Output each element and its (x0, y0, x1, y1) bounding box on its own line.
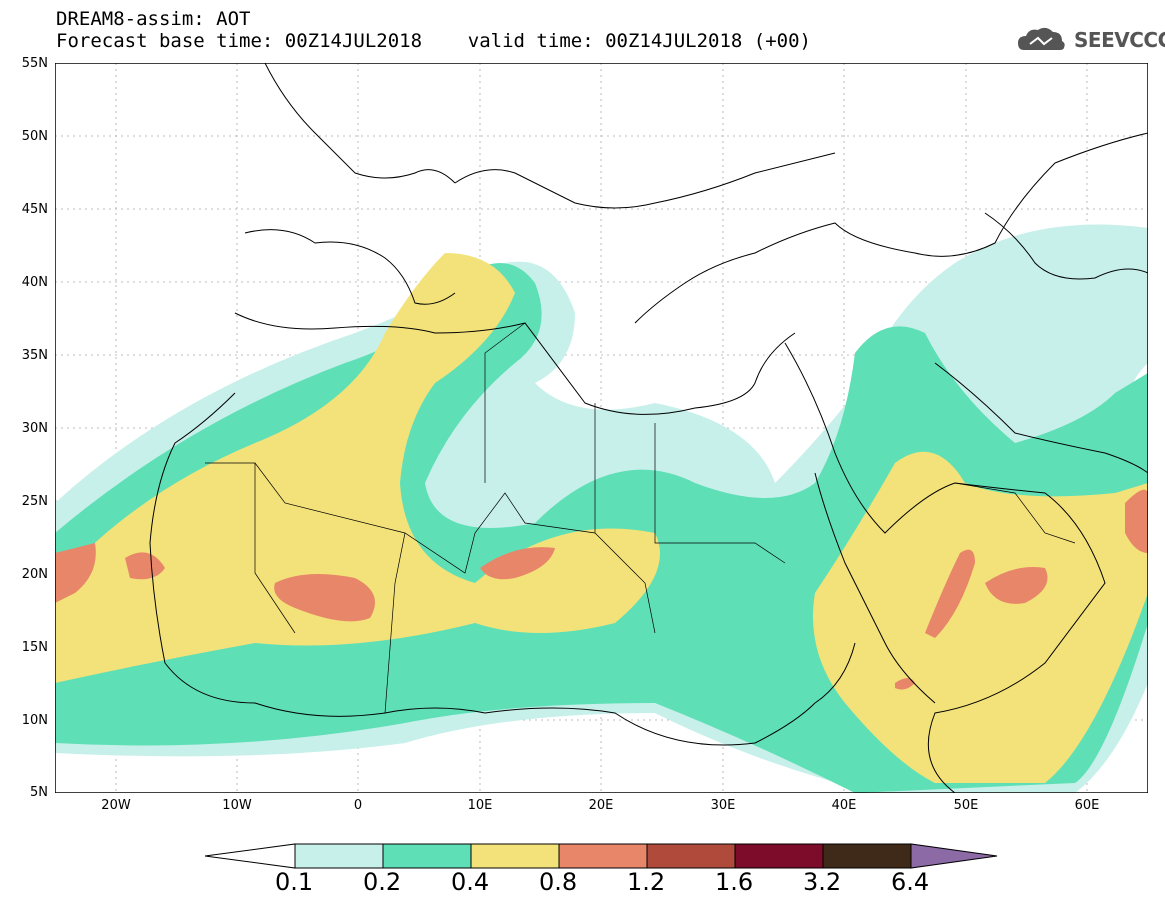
lon-label: 60E (1074, 798, 1100, 813)
colorbar-label: 0.1 (275, 868, 314, 896)
coastlines (149, 63, 1148, 793)
lon-label: 40E (831, 798, 857, 813)
colorbar-label: 1.6 (715, 868, 754, 896)
lat-label: 30N (21, 421, 48, 436)
lat-label: 45N (21, 202, 48, 217)
lon-label: 50E (953, 798, 979, 813)
colorbar-swatch (382, 843, 472, 869)
colorbar-label: 1.2 (627, 868, 666, 896)
borders (205, 322, 1076, 714)
lat-label: 35N (21, 348, 48, 363)
lon-label: 20W (101, 798, 131, 813)
colorbar-label: 3.2 (803, 868, 842, 896)
colorbar-swatch (294, 843, 384, 869)
lat-label: 10N (21, 713, 48, 728)
colorbar-swatch (646, 843, 736, 869)
colorbar-label: 0.8 (539, 868, 578, 896)
colorbar-max-arrow (910, 843, 998, 869)
aot-map (55, 63, 1148, 793)
lon-label: 20E (588, 798, 614, 813)
lat-label: 20N (21, 567, 48, 582)
colorbar-swatch (470, 843, 560, 869)
colorbar-min-arrow (205, 843, 296, 869)
colorbar-label: 6.4 (891, 868, 930, 896)
colorbar-label: 0.4 (451, 868, 490, 896)
title-line-1: DREAM8-assim: AOT (56, 8, 251, 30)
colorbar (205, 843, 998, 869)
colorbar-swatch (822, 843, 912, 869)
colorbar-label: 0.2 (363, 868, 402, 896)
lon-label: 0 (353, 798, 363, 813)
colorbar-swatch (558, 843, 648, 869)
lat-label: 5N (30, 785, 48, 800)
lon-label: 10W (222, 798, 252, 813)
lat-label: 25N (21, 494, 48, 509)
lon-label: 10E (467, 798, 493, 813)
colorbar-swatch (734, 843, 824, 869)
title-line-2: Forecast base time: 00Z14JUL2018 valid t… (56, 30, 811, 52)
lat-label: 50N (21, 129, 48, 144)
lat-label: 55N (21, 56, 48, 71)
aot-band-0.4 (55, 253, 1148, 783)
lat-label: 15N (21, 640, 48, 655)
lon-label: 30E (710, 798, 736, 813)
cloud-icon (1018, 27, 1065, 50)
logo-text: SEEVCCC (1074, 28, 1165, 52)
lat-label: 40N (21, 275, 48, 290)
